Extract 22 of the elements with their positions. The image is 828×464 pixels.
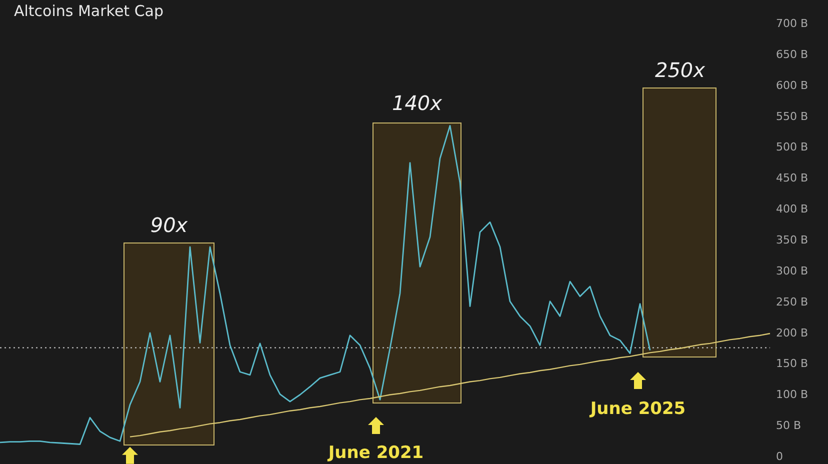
annotation: June 2021 — [327, 443, 424, 463]
y-tick-label: 100 B — [776, 388, 808, 402]
y-tick-label: 700 B — [776, 17, 808, 30]
y-tick-label: 0 — [776, 450, 783, 463]
y-tick-label: 400 B — [776, 202, 808, 216]
y-tick-label: 150 B — [776, 357, 808, 370]
annotation: 250x — [654, 58, 706, 82]
y-tick-label: 300 B — [776, 264, 808, 278]
y-tick-label: 350 B — [776, 234, 808, 246]
y-tick-label: 200 B — [776, 326, 808, 340]
y-tick-label: 250 B — [776, 295, 808, 308]
chart-title: Altcoins Market Cap — [14, 2, 164, 20]
y-tick-label: 600 B — [776, 78, 808, 92]
y-tick-label: 500 B — [776, 140, 808, 154]
annotation: 140x — [392, 91, 442, 115]
y-tick-label: 50 B — [776, 419, 802, 432]
y-tick-label: 550 B — [776, 110, 808, 123]
line-series — [129, 332, 771, 438]
annotation: 90x — [150, 213, 188, 237]
y-tick-label: 650 B — [776, 48, 808, 61]
y-tick-label: 450 B — [776, 172, 808, 185]
annotation: June 2025 — [589, 399, 686, 419]
